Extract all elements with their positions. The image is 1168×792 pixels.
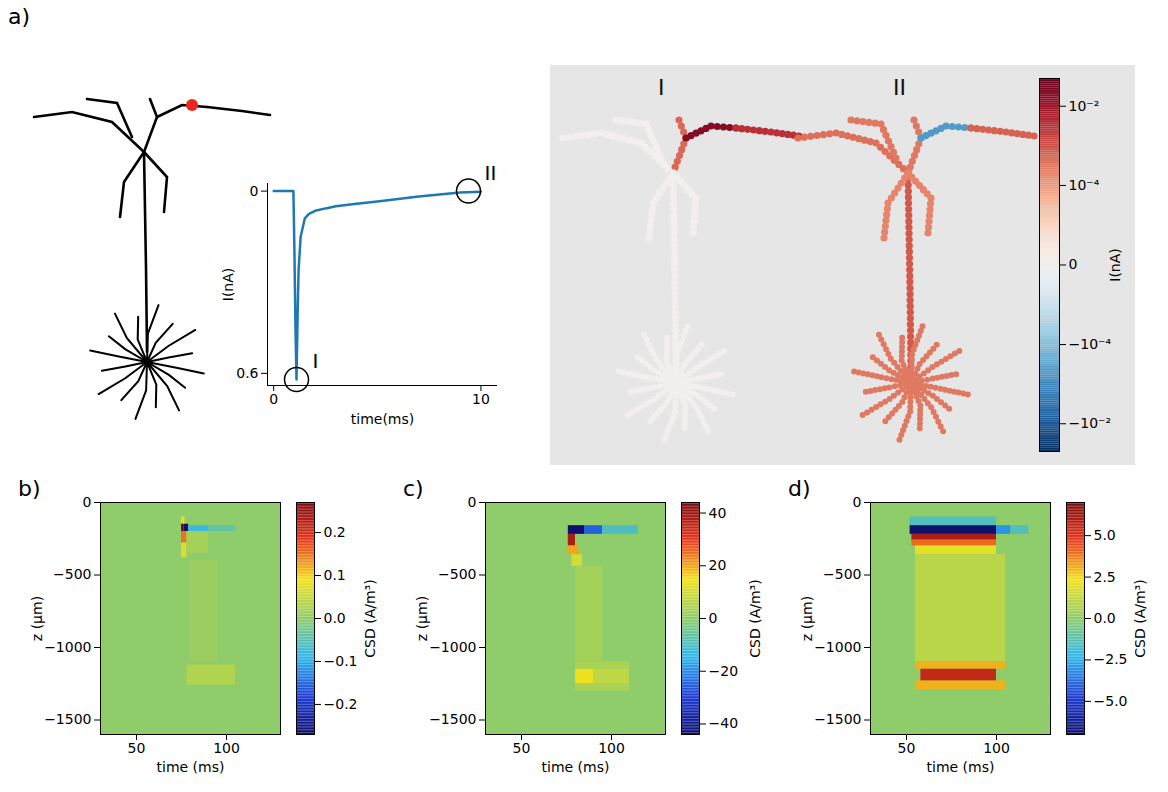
svg-text:−0.1: −0.1 — [324, 653, 358, 669]
svg-text:0: 0 — [709, 610, 718, 626]
svg-text:−2.5: −2.5 — [1094, 651, 1128, 667]
svg-text:I(nA): I(nA) — [220, 268, 236, 302]
svg-text:−1500: −1500 — [44, 711, 91, 727]
svg-text:−500: −500 — [438, 566, 476, 582]
svg-text:time (ms): time (ms) — [927, 759, 995, 775]
svg-text:10⁻²: 10⁻² — [1069, 98, 1100, 114]
svg-text:10⁻⁴: 10⁻⁴ — [1069, 177, 1100, 193]
svg-text:100: 100 — [983, 740, 1010, 756]
svg-text:CSD (A/m³): CSD (A/m³) — [362, 579, 378, 657]
svg-text:0.6: 0.6 — [236, 365, 258, 381]
svg-text:0: 0 — [250, 183, 259, 199]
svg-text:I(nA): I(nA) — [1107, 248, 1123, 282]
svg-text:time(ms): time(ms) — [351, 411, 415, 427]
svg-text:100: 100 — [213, 740, 240, 756]
svg-text:0: 0 — [853, 494, 862, 510]
svg-text:−1500: −1500 — [429, 711, 476, 727]
svg-text:0: 0 — [83, 494, 92, 510]
svg-text:−1000: −1000 — [44, 639, 91, 655]
svg-text:10: 10 — [472, 391, 490, 407]
svg-text:−1500: −1500 — [814, 711, 861, 727]
svg-text:50: 50 — [898, 740, 916, 756]
svg-text:−10⁻²: −10⁻² — [1069, 415, 1112, 431]
svg-text:−1000: −1000 — [814, 639, 861, 655]
svg-text:−1000: −1000 — [429, 639, 476, 655]
svg-text:time (ms): time (ms) — [542, 759, 610, 775]
svg-text:−500: −500 — [823, 566, 861, 582]
svg-text:0.2: 0.2 — [324, 524, 346, 540]
html-text:b): b) — [18, 476, 41, 501]
html-text:I: I — [658, 75, 665, 100]
svg-text:z (μm): z (μm) — [29, 596, 45, 641]
svg-text:100: 100 — [598, 740, 625, 756]
svg-text:−20: −20 — [709, 663, 739, 679]
svg-text:50: 50 — [128, 740, 146, 756]
svg-text:0: 0 — [468, 494, 477, 510]
svg-text:−0.2: −0.2 — [324, 696, 358, 712]
html-text:a): a) — [8, 4, 31, 29]
svg-text:−10⁻⁴: −10⁻⁴ — [1069, 336, 1112, 352]
svg-text:0.1: 0.1 — [324, 567, 346, 583]
svg-text:50: 50 — [513, 740, 531, 756]
svg-text:2.5: 2.5 — [1094, 569, 1116, 585]
svg-text:0.0: 0.0 — [324, 610, 346, 626]
svg-text:0.0: 0.0 — [1094, 610, 1116, 626]
svg-text:−500: −500 — [53, 566, 91, 582]
html-text:d): d) — [788, 476, 811, 501]
html-text:c): c) — [403, 476, 424, 501]
html-text:II: II — [893, 75, 906, 100]
svg-text:−5.0: −5.0 — [1094, 693, 1128, 709]
svg-text:II: II — [484, 160, 496, 184]
svg-text:0: 0 — [1069, 256, 1078, 272]
svg-text:40: 40 — [709, 505, 727, 521]
svg-text:z (μm): z (μm) — [414, 596, 430, 641]
svg-text:−40: −40 — [709, 715, 739, 731]
svg-text:z (μm): z (μm) — [799, 596, 815, 641]
svg-text:0: 0 — [269, 391, 278, 407]
svg-text:20: 20 — [709, 557, 727, 573]
svg-text:time (ms): time (ms) — [157, 759, 225, 775]
svg-text:CSD (A/m³): CSD (A/m³) — [1132, 579, 1148, 657]
svg-text:CSD (A/m³): CSD (A/m³) — [747, 579, 763, 657]
svg-text:5.0: 5.0 — [1094, 527, 1116, 543]
svg-text:I: I — [313, 349, 319, 373]
